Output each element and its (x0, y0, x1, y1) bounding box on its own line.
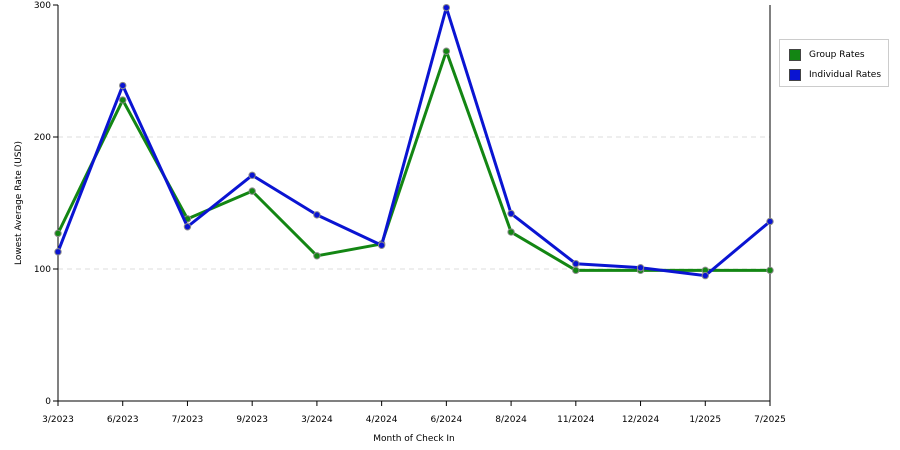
x-tick-label: 6/2024 (431, 415, 463, 425)
series-line-group-rates (56, 49, 772, 272)
legend-label-group-rates: Group Rates (809, 50, 865, 60)
data-point-group-rates (54, 229, 62, 238)
x-axis-title: Month of Check In (373, 434, 455, 444)
data-point-group-rates (313, 252, 321, 260)
data-point-group-rates (248, 187, 256, 195)
series-line-individual-rates (56, 6, 772, 278)
data-point-individual-rates (442, 3, 451, 12)
legend-label-individual-rates: Individual Rates (809, 70, 882, 80)
y-tick-label: 200 (34, 133, 51, 143)
data-point-group-rates (442, 47, 451, 55)
x-tick-label: 11/2024 (557, 415, 595, 425)
x-tick-label: 7/2025 (754, 415, 786, 425)
data-point-individual-rates (377, 241, 386, 249)
data-point-individual-rates (54, 248, 62, 256)
data-point-group-rates (572, 266, 580, 275)
axes: 0 100 200 300 3/2023 6/2023 7/2023 9/2023 3/2024… (34, 1, 786, 425)
data-point-group-rates (507, 228, 515, 236)
x-tick-label: 3/2024 (301, 415, 333, 425)
legend-swatch-individual-rates (789, 69, 801, 81)
x-tick-label: 8/2024 (495, 415, 527, 425)
y-tick-label: 100 (34, 265, 51, 275)
x-tick-label: 12/2024 (622, 415, 660, 425)
data-point-group-rates (766, 266, 774, 275)
legend: Group Rates Individual Rates (779, 39, 889, 87)
data-point-individual-rates (119, 81, 127, 90)
x-tick-label: 9/2023 (236, 415, 268, 425)
x-tick-label: 3/2023 (42, 415, 74, 425)
legend-item-individual-rates: Individual Rates (789, 68, 881, 82)
data-point-group-rates (119, 96, 127, 104)
y-tick-label: 300 (34, 1, 51, 11)
legend-item-group-rates: Group Rates (789, 48, 865, 62)
data-point-individual-rates (766, 217, 774, 226)
data-point-individual-rates (636, 263, 645, 272)
data-point-individual-rates (701, 271, 709, 280)
data-point-individual-rates (313, 211, 321, 219)
x-tick-label: 6/2023 (107, 415, 139, 425)
y-tick-label: 0 (45, 397, 51, 407)
data-point-individual-rates (507, 209, 515, 218)
data-point-individual-rates (248, 171, 256, 179)
y-axis-title: Lowest Average Rate (USD) (14, 141, 24, 265)
legend-swatch-group-rates (789, 49, 801, 61)
gridlines (58, 136, 770, 270)
x-tick-label: 1/2025 (689, 415, 721, 425)
x-tick-label: 7/2023 (172, 415, 204, 425)
data-point-individual-rates (183, 223, 192, 231)
data-point-individual-rates (572, 260, 580, 268)
series (54, 3, 774, 280)
x-tick-label: 4/2024 (366, 415, 398, 425)
